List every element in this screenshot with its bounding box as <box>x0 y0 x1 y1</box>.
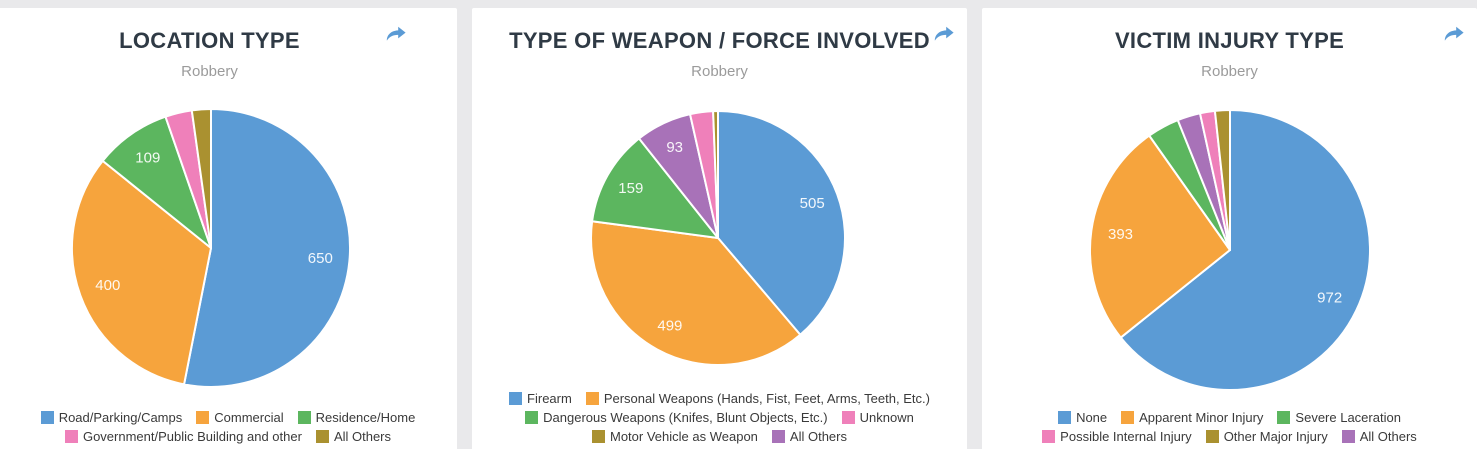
chart-card-weapon-type: TYPE OF WEAPON / FORCE INVOLVED Robbery … <box>472 8 967 449</box>
slice-value-label: 393 <box>1108 226 1133 243</box>
legend-swatch <box>771 430 785 443</box>
pie-chart-location-type: 650 400 109 <box>71 107 351 388</box>
legend-label: Possible Internal Injury <box>1060 429 1192 444</box>
legend-swatch <box>592 430 605 443</box>
legend-item-dangerous-weapons-knifes-blunt-objects-etc[interactable]: Dangerous Weapons (Knifes, Blunt Objects… <box>525 410 828 425</box>
chart-legend: Firearm Personal Weapons (Hands, Fist, Fe… <box>487 391 952 444</box>
legend-swatch <box>585 392 599 405</box>
legend-swatch <box>525 411 539 424</box>
legend-label: Firearm <box>527 391 572 406</box>
legend-item-possible-internal-injury[interactable]: Possible Internal Injury <box>1042 429 1192 444</box>
pie-slice-none[interactable] <box>1119 109 1371 391</box>
legend-label: Unknown <box>859 410 914 425</box>
legend-item-other-major-injury[interactable]: Other Major Injury <box>1205 429 1328 444</box>
legend-label: None <box>1076 410 1108 425</box>
pie-slice-other-major-injury[interactable] <box>1213 109 1231 251</box>
legend-swatch <box>1042 430 1056 443</box>
legend-label: All Others <box>1359 429 1417 444</box>
pie-chart-victim-injury-type: 972 393 <box>1089 109 1371 391</box>
chart-subtitle: Robbery <box>1201 63 1258 80</box>
legend-label: Dangerous Weapons (Knifes, Blunt Objects… <box>543 410 828 425</box>
chart-subtitle: Robbery <box>691 63 748 80</box>
slice-value-label: 93 <box>666 139 683 156</box>
slice-value-label: 109 <box>135 150 160 167</box>
legend-item-road-parking-camps[interactable]: Road/Parking/Camps <box>40 410 183 425</box>
legend-swatch <box>40 411 54 424</box>
legend-label: Residence/Home <box>315 410 416 425</box>
legend-label: Road/Parking/Camps <box>58 410 183 425</box>
slice-value-label: 972 <box>1317 289 1342 306</box>
chart-legend: Road/Parking/Camps Commercial Residence/Ho… <box>14 410 442 444</box>
legend-item-all-others[interactable]: All Others <box>315 429 392 444</box>
chart-title: VICTIM INJURY TYPE <box>1114 28 1345 53</box>
pie-slice-all-others[interactable] <box>190 107 212 249</box>
chart-title: TYPE OF WEAPON / FORCE INVOLVED <box>509 28 930 53</box>
legend-swatch <box>1341 430 1355 443</box>
legend-label: Motor Vehicle as Weapon <box>610 429 758 444</box>
pie-slice-motor-vehicle-as-weapon[interactable] <box>712 109 719 239</box>
legend-item-commercial[interactable]: Commercial <box>196 410 284 425</box>
legend-swatch <box>1277 411 1291 424</box>
share-icon[interactable] <box>1443 26 1465 44</box>
slice-value-label: 505 <box>800 195 825 212</box>
legend-swatch <box>297 411 311 424</box>
legend-swatch <box>196 411 210 424</box>
legend-label: Other Major Injury <box>1223 429 1328 444</box>
legend-swatch <box>1121 411 1135 424</box>
legend-label: Severe Laceration <box>1295 410 1401 425</box>
legend-item-none[interactable]: None <box>1058 410 1107 425</box>
legend-item-all-others[interactable]: All Others <box>771 429 847 444</box>
legend-item-residence-home[interactable]: Residence/Home <box>297 410 416 425</box>
legend-label: All Others <box>789 429 847 444</box>
legend-item-government-public-building-and-other[interactable]: Government/Public Building and other <box>64 429 302 444</box>
chart-legend: None Apparent Minor Injury Severe Lacerati… <box>997 410 1462 444</box>
slice-value-label: 159 <box>618 180 643 197</box>
pie-chart-weapon-type: 505 499 159 93 <box>590 109 846 366</box>
legend-label: Commercial <box>214 410 284 425</box>
share-icon[interactable] <box>385 26 407 44</box>
legend-item-firearm[interactable]: Firearm <box>509 391 572 406</box>
slice-value-label: 499 <box>657 318 682 335</box>
legend-swatch <box>1058 411 1072 424</box>
legend-swatch <box>315 430 329 443</box>
legend-item-all-others[interactable]: All Others <box>1341 429 1417 444</box>
pie-slice-apparent-minor-injury[interactable] <box>1089 134 1231 339</box>
pie-slice-commercial[interactable] <box>71 159 212 386</box>
legend-item-motor-vehicle-as-weapon[interactable]: Motor Vehicle as Weapon <box>592 429 758 444</box>
chart-subtitle: Robbery <box>181 63 238 80</box>
pie-slice-dangerous-weapons-knifes-blunt-objects-etc[interactable] <box>591 137 719 239</box>
slice-value-label: 400 <box>95 277 120 294</box>
share-icon[interactable] <box>933 26 955 44</box>
legend-label: Government/Public Building and other <box>82 429 302 444</box>
slice-value-label: 650 <box>308 250 333 267</box>
chart-card-location-type: LOCATION TYPE Robbery 650 400 109 Road/Par… <box>0 8 457 449</box>
legend-swatch <box>1205 430 1219 443</box>
legend-label: All Others <box>333 429 392 444</box>
legend-swatch <box>841 411 855 424</box>
legend-item-apparent-minor-injury[interactable]: Apparent Minor Injury <box>1121 410 1263 425</box>
legend-swatch <box>64 430 78 443</box>
legend-item-personal-weapons-hands-fist-feet-arms-teeth-etc[interactable]: Personal Weapons (Hands, Fist, Feet, Arm… <box>585 391 930 406</box>
pie-slice-personal-weapons-hands-fist-feet-arms-teeth-etc[interactable] <box>590 220 802 366</box>
legend-label: Personal Weapons (Hands, Fist, Feet, Arm… <box>603 391 930 406</box>
pie-slice-firearm[interactable] <box>717 110 846 336</box>
chart-title: LOCATION TYPE <box>119 28 300 53</box>
legend-swatch <box>509 392 523 405</box>
legend-label: Apparent Minor Injury <box>1139 410 1264 425</box>
legend-item-unknown[interactable]: Unknown <box>841 410 914 425</box>
legend-item-severe-laceration[interactable]: Severe Laceration <box>1277 410 1401 425</box>
chart-card-victim-injury-type: VICTIM INJURY TYPE Robbery 972 393 None Ap… <box>982 8 1477 449</box>
pie-slice-road-parking-camps[interactable] <box>183 108 351 388</box>
